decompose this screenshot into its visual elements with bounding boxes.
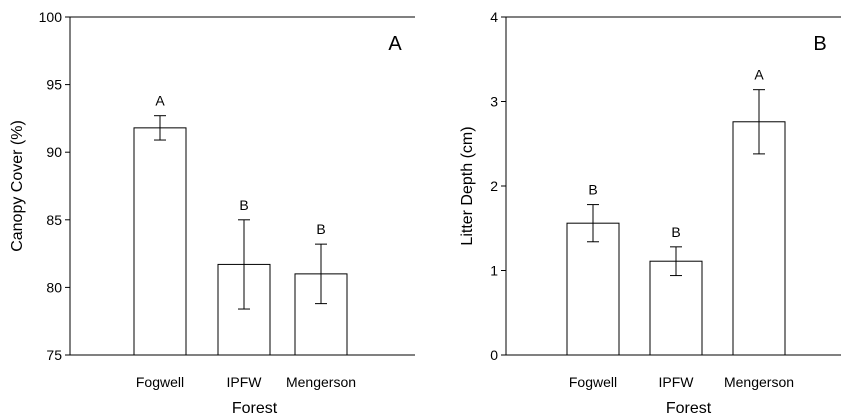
x-axis-title: Forest	[666, 400, 712, 417]
x-category-label: Mengerson	[724, 374, 794, 390]
bar-fogwell	[133, 127, 187, 356]
panel-label: A	[388, 33, 402, 55]
panel-a-chart: 75 80 85 90 95 100 A Fogwell B IPFW B Mengerson Fore…	[9, 9, 415, 417]
y-axis-title: Canopy Cover (%)	[9, 120, 26, 252]
y-tick-label: 90	[46, 144, 62, 160]
y-tick-label: 75	[46, 347, 62, 363]
y-tick-label: 1	[490, 263, 498, 279]
y-tick-label: 3	[490, 94, 498, 110]
x-axis-title: Forest	[232, 400, 278, 417]
panel-b-chart: 0 1 2 3 4 B Fogwell B IPFW A Mengerson Forest Litter…	[459, 9, 841, 417]
y-tick-label: 95	[46, 77, 62, 93]
significance-letter: A	[155, 93, 165, 109]
x-category-label: IPFW	[227, 374, 263, 390]
y-tick-label: 80	[46, 279, 62, 295]
y-tick-label: 85	[46, 212, 62, 228]
panel-label: B	[813, 33, 826, 55]
bar-ipfw	[649, 260, 703, 356]
bar-mengerson	[732, 121, 786, 356]
significance-letter: B	[671, 224, 680, 240]
y-tick-label: 2	[490, 178, 498, 194]
y-tick-label: 4	[490, 9, 498, 25]
y-axis-title: Litter Depth (cm)	[459, 126, 476, 245]
significance-letter: B	[316, 221, 325, 237]
significance-letter: B	[239, 197, 248, 213]
x-category-label: IPFW	[659, 374, 695, 390]
y-tick-label: 0	[490, 347, 498, 363]
significance-letter: A	[754, 67, 764, 83]
bar-fogwell	[566, 222, 620, 356]
significance-letter: B	[588, 182, 597, 198]
y-tick-label: 100	[39, 9, 63, 25]
x-category-label: Fogwell	[136, 374, 184, 390]
x-category-label: Mengerson	[286, 374, 356, 390]
x-category-label: Fogwell	[569, 374, 617, 390]
